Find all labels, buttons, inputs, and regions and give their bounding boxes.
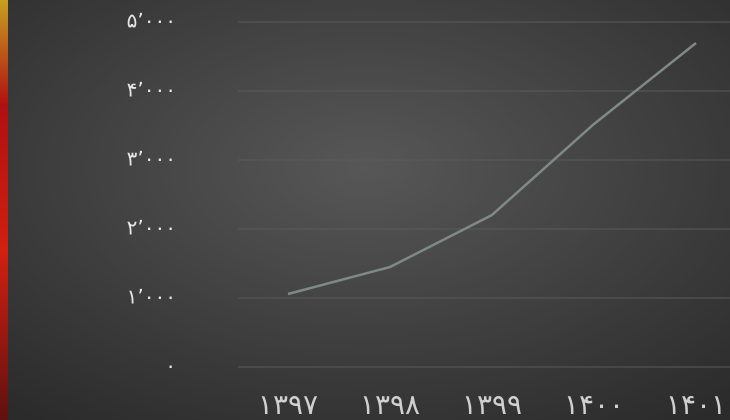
x-tick-label: ۱۳۹۷ <box>258 388 318 420</box>
y-tick-label: ۴٬۰۰۰ <box>127 78 176 102</box>
y-tick-label: ۱٬۰۰۰ <box>127 285 176 309</box>
side-image <box>0 0 8 420</box>
x-tick-label: ۱۳۹۸ <box>360 388 420 420</box>
data-line <box>287 41 697 296</box>
x-tick-label: ۱۴۰۰ <box>564 388 624 420</box>
y-tick-label: ۵٬۰۰۰ <box>127 9 176 33</box>
y-tick-label: ۰ <box>165 354 176 378</box>
x-tick-label: ۱۴۰۱ <box>666 388 726 420</box>
plot: ۰ ۱٬۰۰۰ ۲٬۰۰۰ ۳٬۰۰۰ ۴٬۰۰۰ ۵٬۰۰۰ ۱۳۹۷ ۱۳۹۸ ۱۳۹۹ ۱۴… <box>127 9 730 420</box>
y-tick-label: ۲٬۰۰۰ <box>127 216 176 240</box>
y-tick-label: ۳٬۰۰۰ <box>127 147 176 171</box>
x-tick-label: ۱۳۹۹ <box>462 388 522 420</box>
